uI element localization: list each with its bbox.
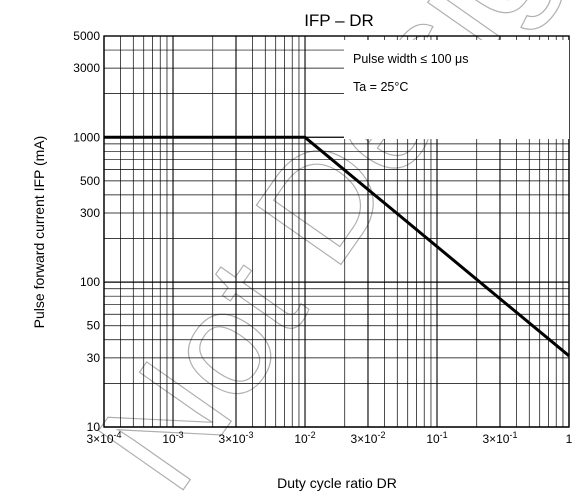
x-tick-label: 3×10-1 <box>482 430 517 446</box>
y-tick-labels: 10 30 50 100 300 500 1000 3000 5000 <box>73 29 100 434</box>
y-tick-label: 30 <box>87 351 101 365</box>
x-tick-label: 10-1 <box>426 430 447 446</box>
y-tick-label: 3000 <box>73 61 100 75</box>
annotation-temperature: Ta = 25°C <box>353 80 408 94</box>
x-tick-labels: 3×10-4 10-3 3×10-3 10-2 3×10-2 10-1 3×10-1 1 <box>86 430 572 446</box>
y-tick-label: 500 <box>80 174 100 188</box>
y-tick-label: 5000 <box>73 29 100 43</box>
x-axis-label: Duty cycle ratio DR <box>277 475 397 491</box>
plot-frame <box>103 35 570 428</box>
x-tick-label: 3×10-2 <box>350 430 385 446</box>
series-line-0 <box>104 135 570 357</box>
x-tick-label: 3×10-4 <box>86 430 121 446</box>
x-tick-label: 10-2 <box>294 430 315 446</box>
y-tick-label: 100 <box>80 275 100 289</box>
x-tick-label: 3×10-3 <box>218 430 253 446</box>
annotation-box <box>344 40 569 139</box>
annotation-pulse-width: Pulse width ≤ 100 μs <box>353 52 469 66</box>
y-tick-label: 300 <box>80 206 100 220</box>
x-tick-label: 10-3 <box>162 430 183 446</box>
y-tick-label: 10 <box>87 420 101 434</box>
y-axis-label: Pulse forward current IFP (mA) <box>31 136 47 329</box>
chart-title: IFP – DR <box>304 11 374 30</box>
series-group <box>104 135 570 357</box>
y-tick-label: 1000 <box>73 130 100 144</box>
x-tick-label: 1 <box>566 432 573 446</box>
y-tick-label: 50 <box>87 319 101 333</box>
